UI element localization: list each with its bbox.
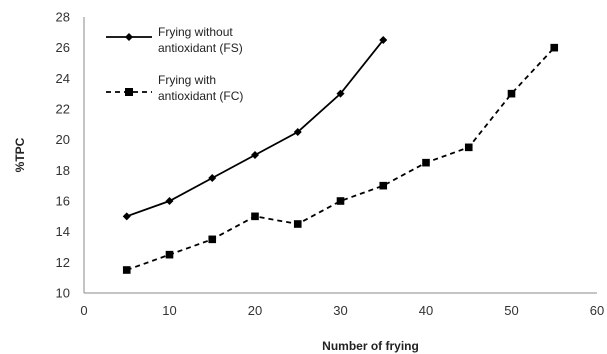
y-tick-label: 16 bbox=[56, 194, 70, 209]
y-tick-labels: 10 12 14 16 18 20 22 24 26 28 bbox=[56, 10, 70, 301]
y-tick-label: 12 bbox=[56, 255, 70, 270]
y-tick-label: 18 bbox=[56, 163, 70, 178]
legend-item-fs: Frying without antioxidant (FS) bbox=[106, 25, 243, 55]
x-tick-label: 60 bbox=[590, 303, 604, 318]
series-line bbox=[126, 47, 555, 271]
legend-fc-label-line1: Frying with bbox=[158, 73, 216, 87]
data-point-square bbox=[379, 181, 388, 190]
data-point-diamond bbox=[379, 36, 388, 44]
data-point-square bbox=[422, 158, 430, 167]
series-line bbox=[126, 39, 384, 218]
data-point-square bbox=[550, 43, 559, 52]
data-point-diamond bbox=[336, 89, 345, 98]
data-point-diamond bbox=[208, 174, 217, 182]
legend-item-fc: Frying with antioxidant (FC) bbox=[106, 73, 243, 103]
data-point-square bbox=[507, 89, 516, 98]
data-point-square bbox=[293, 220, 302, 228]
data-point-square bbox=[208, 235, 217, 244]
x-tick-labels: 0 10 20 30 40 50 60 bbox=[80, 303, 604, 318]
series-fs bbox=[122, 36, 388, 221]
legend: Frying without antioxidant (FS) Frying w… bbox=[106, 25, 243, 103]
x-tick-label: 20 bbox=[248, 303, 262, 318]
y-tick-label: 22 bbox=[56, 102, 70, 117]
series-layer bbox=[122, 36, 559, 274]
x-tick-label: 30 bbox=[333, 303, 347, 318]
data-point-square bbox=[464, 143, 473, 152]
y-tick-label: 24 bbox=[56, 71, 70, 86]
axes bbox=[83, 17, 597, 294]
x-tick-label: 40 bbox=[419, 303, 433, 318]
data-point-square bbox=[251, 212, 259, 221]
legend-fc-label-line2: antioxidant (FC) bbox=[158, 89, 243, 103]
data-point-diamond bbox=[165, 197, 174, 205]
legend-fs-marker bbox=[125, 33, 133, 41]
y-tick-label: 26 bbox=[56, 40, 70, 55]
legend-fs-label-line1: Frying without bbox=[158, 25, 233, 39]
legend-fs-label-line2: antioxidant (FS) bbox=[158, 41, 243, 55]
x-tick-label: 10 bbox=[162, 303, 176, 318]
legend-fc-marker bbox=[125, 88, 133, 96]
y-tick-label: 28 bbox=[56, 10, 70, 25]
data-point-square bbox=[336, 197, 345, 205]
data-point-diamond bbox=[251, 151, 259, 159]
x-tick-label: 0 bbox=[80, 303, 87, 318]
data-point-diamond bbox=[122, 212, 131, 221]
y-tick-label: 14 bbox=[56, 224, 70, 239]
data-point-diamond bbox=[293, 128, 302, 136]
x-tick-label: 50 bbox=[504, 303, 518, 318]
data-point-square bbox=[165, 250, 174, 259]
y-tick-label: 10 bbox=[56, 286, 70, 301]
y-tick-label: 20 bbox=[56, 132, 70, 147]
data-point-square bbox=[122, 266, 131, 274]
y-axis-title: %TPC bbox=[13, 137, 27, 172]
series-fc bbox=[122, 43, 559, 274]
x-axis-title: Number of frying bbox=[322, 339, 419, 353]
